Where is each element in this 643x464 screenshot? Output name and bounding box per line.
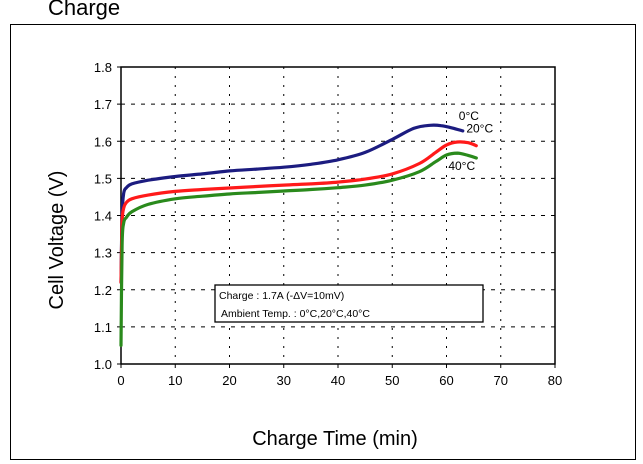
y-tick-label: 1.5: [94, 171, 112, 186]
series-line-1: [119, 140, 478, 284]
x-tick-label: 60: [439, 373, 453, 388]
series-line-2: [119, 151, 478, 347]
x-tick-label: 30: [277, 373, 291, 388]
annotation-line-2: Ambient Temp. : 0°C,20°C,40°C: [221, 308, 370, 320]
series-labels: 0°C20°C 40°C: [448, 109, 493, 173]
axis-ticks: 0 10 20 30 40 50 60 70 80 1.0 1.1 1.2 1.3 1.4 1.5 1.6 1.…: [94, 60, 562, 388]
x-tick-label: 80: [548, 373, 562, 388]
series-lines: [119, 123, 478, 347]
grid: [121, 67, 555, 364]
page-title: Charge: [48, 0, 121, 20]
y-tick-label: 1.0: [94, 357, 112, 372]
x-tick-label: 0: [117, 373, 124, 388]
y-tick-label: 1.6: [94, 134, 112, 149]
annotation-box: [214, 284, 484, 323]
x-tick-label: 10: [168, 373, 182, 388]
series-label-2: 40°C: [448, 159, 475, 173]
series-label-1: 20°C: [466, 122, 493, 136]
series-label-0: 0°C: [459, 109, 479, 123]
y-tick-label: 1.8: [94, 60, 112, 75]
series-line-0: [119, 123, 465, 284]
chart-frame: [10, 24, 636, 460]
y-tick-label: 1.1: [94, 320, 112, 335]
x-tick-label: 20: [222, 373, 236, 388]
y-tick-label: 1.4: [94, 209, 112, 224]
annotation-line-1: Charge : 1.7A (-ΔV=10mV): [219, 290, 344, 302]
x-tick-label: 40: [331, 373, 345, 388]
y-axis-title: Cell Voltage (V): [46, 171, 68, 310]
y-tick-label: 1.3: [94, 246, 112, 261]
y-tick-label: 1.7: [94, 97, 112, 112]
y-tick-label: 1.2: [94, 283, 112, 298]
x-tick-label: 50: [385, 373, 399, 388]
x-axis-title: Charge Time (min): [252, 428, 418, 450]
x-tick-label: 70: [494, 373, 508, 388]
